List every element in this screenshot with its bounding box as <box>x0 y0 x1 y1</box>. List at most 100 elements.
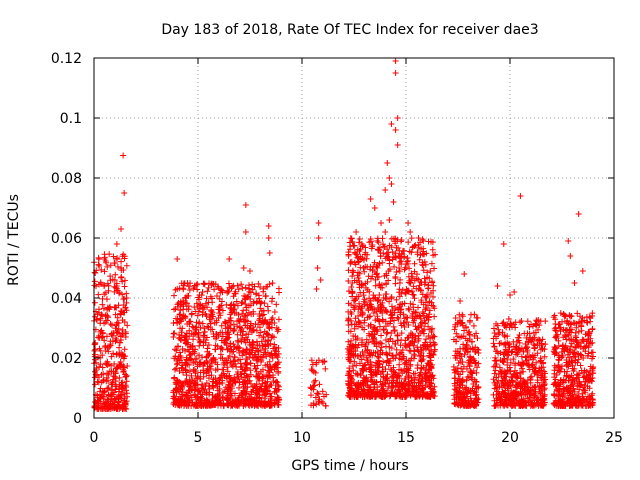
data-point <box>422 370 429 377</box>
data-point <box>100 393 107 400</box>
data-point <box>216 395 223 402</box>
data-point <box>252 351 259 358</box>
data-point <box>425 360 432 367</box>
data-point <box>396 361 403 368</box>
data-point <box>451 386 458 393</box>
data-point <box>572 329 579 336</box>
data-point <box>405 239 412 246</box>
data-point <box>414 362 421 369</box>
data-point <box>575 211 582 217</box>
data-point <box>577 362 584 369</box>
data-point <box>412 242 419 249</box>
data-point <box>523 353 530 360</box>
data-point <box>367 321 374 328</box>
data-point <box>589 339 596 346</box>
data-point <box>414 251 421 258</box>
data-point <box>108 322 115 329</box>
data-point <box>210 378 217 385</box>
data-point <box>386 257 393 264</box>
data-point <box>386 344 393 351</box>
data-point <box>408 249 415 256</box>
data-point <box>193 326 200 333</box>
data-point <box>242 402 249 409</box>
data-point <box>226 256 233 262</box>
data-point <box>515 334 522 341</box>
data-point <box>251 283 258 290</box>
data-point <box>191 331 198 338</box>
data-point <box>120 152 127 159</box>
data-point <box>224 364 231 371</box>
data-point <box>424 341 431 348</box>
data-point <box>118 274 125 281</box>
data-point <box>406 380 413 387</box>
data-point <box>204 288 211 295</box>
data-point <box>356 300 363 307</box>
data-point <box>471 376 478 383</box>
data-point <box>571 377 578 384</box>
data-point <box>551 349 558 356</box>
data-point <box>532 390 539 397</box>
data-point <box>238 335 245 342</box>
data-point <box>388 181 395 187</box>
data-point <box>363 354 370 361</box>
data-point <box>452 354 459 361</box>
data-point <box>269 295 276 302</box>
data-point <box>250 355 257 362</box>
data-point <box>244 324 251 331</box>
data-point <box>115 320 122 327</box>
data-point <box>212 359 219 366</box>
data-point <box>353 362 360 369</box>
data-point <box>569 401 576 408</box>
data-point <box>529 335 536 342</box>
data-point <box>351 306 358 313</box>
data-point <box>395 306 402 313</box>
data-point <box>380 358 387 365</box>
data-point <box>422 293 429 300</box>
data-point <box>275 394 282 401</box>
data-point <box>459 377 466 384</box>
data-point <box>561 311 568 318</box>
data-point <box>411 376 418 383</box>
data-point <box>531 368 538 375</box>
data-point <box>579 396 586 403</box>
data-point <box>570 349 577 356</box>
data-point <box>461 327 468 334</box>
data-point <box>262 379 269 386</box>
data-point <box>566 348 573 355</box>
data-point <box>451 375 458 382</box>
data-point <box>420 267 427 274</box>
data-point <box>218 344 225 351</box>
data-point <box>490 391 497 398</box>
data-point <box>367 297 374 304</box>
data-point <box>508 349 515 356</box>
data-point <box>380 304 387 311</box>
data-point <box>121 190 128 196</box>
data-point <box>471 401 478 408</box>
data-point <box>567 343 574 350</box>
data-point <box>265 307 272 314</box>
data-point <box>578 322 585 329</box>
data-point <box>405 220 412 226</box>
data-point <box>471 332 478 339</box>
data-point <box>353 388 360 395</box>
data-point <box>356 360 363 367</box>
data-point <box>231 306 238 313</box>
data-point <box>550 314 557 321</box>
data-point <box>314 265 321 271</box>
data-point <box>515 390 522 397</box>
data-point <box>541 386 548 393</box>
data-point <box>392 58 399 64</box>
data-point <box>556 325 563 332</box>
data-point <box>242 356 249 363</box>
data-point <box>501 332 508 339</box>
data-point <box>310 386 317 393</box>
data-point <box>375 364 382 371</box>
data-point <box>312 394 319 401</box>
data-point <box>104 280 111 287</box>
data-point <box>238 392 245 399</box>
data-point <box>193 319 200 326</box>
data-point <box>110 376 117 383</box>
data-point <box>100 377 107 384</box>
data-point <box>563 336 570 343</box>
data-point <box>123 307 130 314</box>
